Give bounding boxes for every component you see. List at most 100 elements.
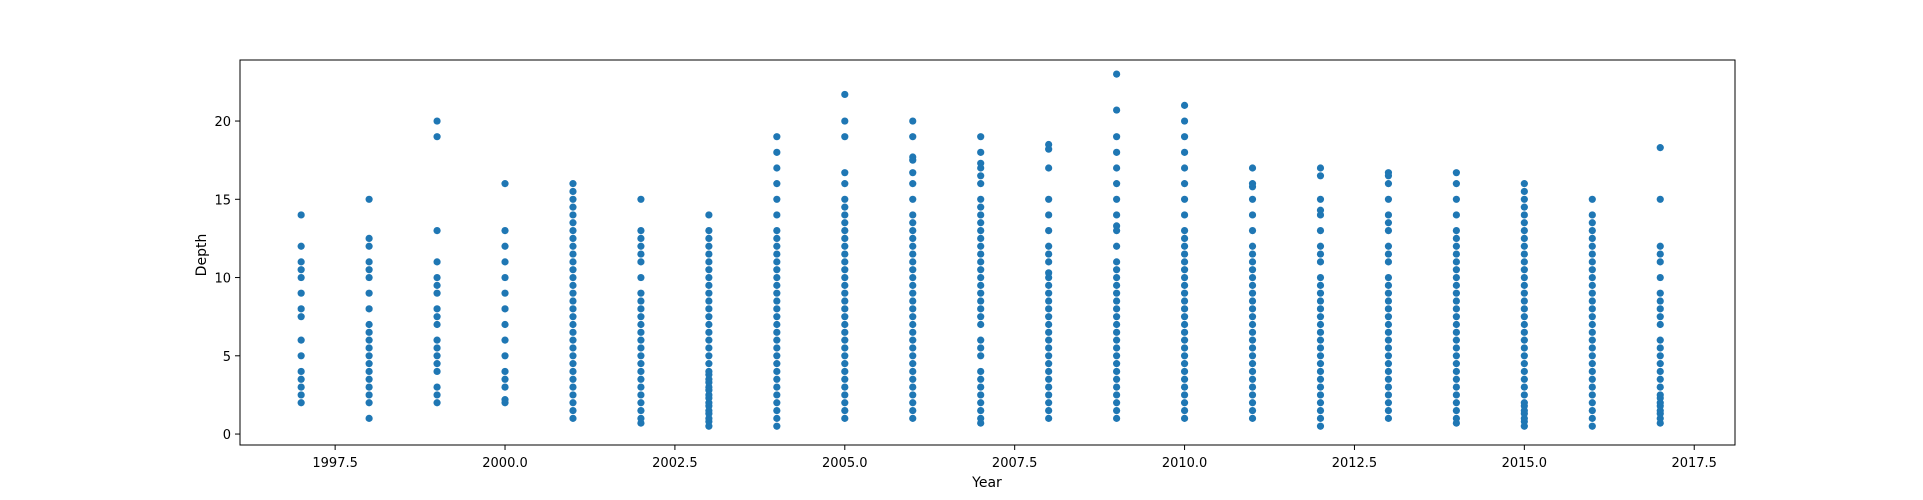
data-point xyxy=(569,258,577,266)
data-point xyxy=(365,289,373,297)
data-point xyxy=(1520,367,1528,376)
data-point xyxy=(1452,336,1460,344)
data-point xyxy=(773,399,781,407)
data-point xyxy=(1248,375,1257,383)
y-tick-label: 20 xyxy=(214,115,231,130)
data-point xyxy=(1180,375,1189,383)
data-point xyxy=(1045,258,1053,266)
data-point xyxy=(773,234,781,243)
data-point xyxy=(773,266,781,274)
data-point xyxy=(1316,250,1325,258)
plot-frame xyxy=(239,59,1736,446)
data-point xyxy=(1520,211,1528,219)
data-point xyxy=(977,203,985,211)
data-point xyxy=(1180,360,1189,368)
data-point xyxy=(1520,399,1528,407)
data-point xyxy=(501,242,509,250)
data-point xyxy=(1520,320,1528,329)
data-point xyxy=(569,289,577,297)
data-point xyxy=(1656,360,1664,368)
data-point xyxy=(841,219,849,227)
data-point xyxy=(773,281,781,289)
data-point xyxy=(1113,344,1121,352)
data-point xyxy=(841,242,849,250)
data-point xyxy=(705,266,713,274)
data-point xyxy=(1045,406,1053,415)
data-point xyxy=(1520,375,1528,383)
data-point xyxy=(1588,273,1596,282)
data-point xyxy=(1180,414,1189,422)
data-point xyxy=(1588,406,1596,415)
data-point xyxy=(1384,352,1393,360)
data-point xyxy=(433,367,441,376)
data-point xyxy=(1316,172,1325,180)
data-point xyxy=(1452,273,1460,282)
data-point xyxy=(433,313,441,321)
data-point xyxy=(637,414,645,422)
data-point xyxy=(1248,414,1257,422)
data-point xyxy=(1656,352,1664,360)
data-point xyxy=(1656,144,1664,152)
data-point xyxy=(1588,352,1596,360)
data-point xyxy=(1248,367,1257,376)
data-point xyxy=(569,297,577,305)
data-point xyxy=(977,406,985,415)
data-point xyxy=(1045,336,1053,344)
data-point xyxy=(1113,242,1121,250)
data-point xyxy=(1520,234,1528,243)
data-point xyxy=(1316,242,1325,250)
data-point xyxy=(1180,273,1189,282)
data-point xyxy=(1588,391,1596,399)
data-point xyxy=(433,305,441,313)
data-point xyxy=(773,422,781,430)
data-point xyxy=(1452,250,1460,258)
data-point xyxy=(1452,281,1460,289)
y-tick-label: 15 xyxy=(214,193,231,208)
data-point xyxy=(637,250,645,258)
data-point xyxy=(1656,258,1664,266)
data-point xyxy=(1452,258,1460,266)
data-point xyxy=(841,250,849,258)
data-point xyxy=(773,133,781,141)
data-point xyxy=(1316,383,1325,391)
data-point xyxy=(1588,399,1596,407)
data-point xyxy=(909,234,917,243)
data-point xyxy=(1656,289,1664,297)
data-point xyxy=(1316,352,1325,360)
data-point xyxy=(1045,140,1053,149)
data-point xyxy=(1588,281,1596,289)
data-point xyxy=(365,414,373,422)
data-point xyxy=(637,406,645,415)
data-point xyxy=(1520,313,1528,321)
data-point xyxy=(841,203,849,211)
data-point xyxy=(977,305,985,313)
data-point xyxy=(1316,258,1325,266)
data-point xyxy=(1045,226,1053,235)
data-point xyxy=(705,305,713,313)
data-point xyxy=(1452,399,1460,407)
data-point xyxy=(1316,305,1325,313)
data-point xyxy=(841,328,849,336)
data-point xyxy=(1384,211,1393,219)
data-point xyxy=(773,148,781,156)
data-point xyxy=(637,391,645,399)
data-point xyxy=(1045,281,1053,289)
data-point xyxy=(1452,367,1460,376)
data-point xyxy=(501,305,509,313)
data-point xyxy=(501,367,509,376)
data-point xyxy=(1520,226,1528,235)
data-point xyxy=(1316,289,1325,297)
data-point xyxy=(977,266,985,274)
data-point xyxy=(1113,148,1121,156)
data-point xyxy=(1588,297,1596,305)
data-point xyxy=(841,313,849,321)
data-point xyxy=(977,289,985,297)
data-point xyxy=(841,195,849,203)
data-point xyxy=(1180,320,1189,329)
data-point xyxy=(1452,344,1460,352)
data-point xyxy=(1588,305,1596,313)
data-point xyxy=(773,414,781,422)
data-point xyxy=(1113,70,1121,78)
data-point xyxy=(1248,226,1257,235)
data-point xyxy=(297,266,305,274)
